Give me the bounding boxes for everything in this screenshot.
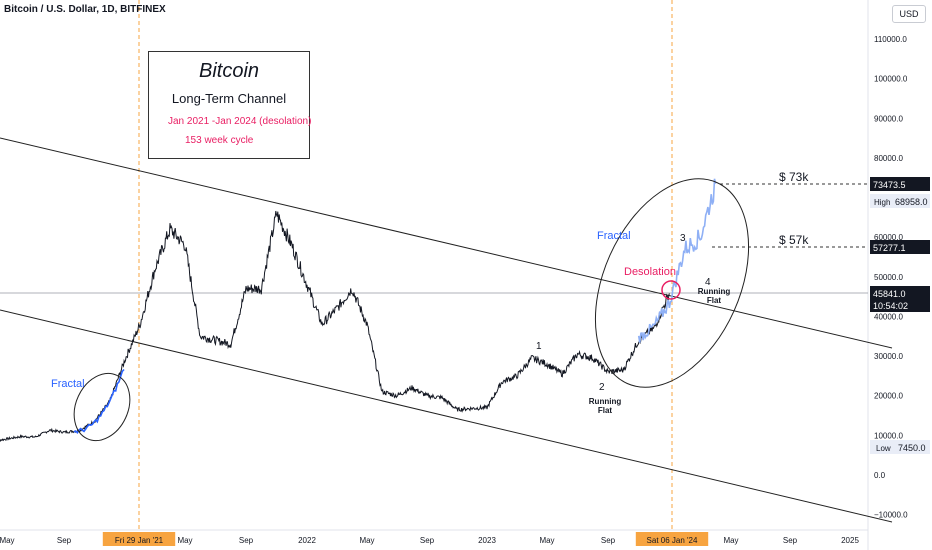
wave-label-1: 1 <box>536 341 542 352</box>
price-marker-73473: 73473.5 <box>870 177 930 191</box>
x-tick-label: May <box>723 536 738 545</box>
wave-label-4: 4 <box>705 277 711 288</box>
annotation-fractal-right: Fractal <box>597 230 631 242</box>
svg-text:Low: Low <box>876 444 891 453</box>
info-date-range: Jan 2021 -Jan 2024 (desolation) <box>168 116 312 127</box>
currency-button[interactable]: USD <box>892 5 926 23</box>
channel-lower-line <box>0 309 893 523</box>
desolation-circle <box>661 280 681 300</box>
x-axis-labels: May Sep Fri 29 Jan '21 May Sep 2022 May Sep 2023… <box>0 532 859 546</box>
price-marker-high: High 68958.0 <box>870 194 930 208</box>
x-tick-label: Sep <box>57 536 72 545</box>
svg-text:7450.0: 7450.0 <box>898 443 926 453</box>
y-tick-label: 40000.0 <box>874 312 903 321</box>
x-tick-label: May <box>177 536 192 545</box>
y-tick-label: 50000.0 <box>874 273 903 282</box>
svg-text:68958.0: 68958.0 <box>895 197 928 207</box>
annotation-57k: $ 57k <box>779 233 809 247</box>
fractal-right-series <box>637 178 717 343</box>
price-marker-low: Low 7450.0 <box>870 440 930 454</box>
wave-2-running: Running <box>589 397 622 406</box>
annotation-desolation: Desolation <box>624 266 676 278</box>
y-tick-label: −10000.0 <box>874 511 908 520</box>
x-tick-label: 2023 <box>478 536 496 545</box>
fractal-right-ellipse <box>594 178 750 388</box>
y-tick-label: 90000.0 <box>874 114 903 123</box>
y-tick-label: 10000.0 <box>874 431 903 440</box>
annotation-fractal-left: Fractal <box>51 378 85 390</box>
x-tick-label: 2025 <box>841 536 859 545</box>
price-marker-current: 45841.0 10:54:02 <box>870 286 930 312</box>
y-tick-label: 0.0 <box>874 471 886 480</box>
y-tick-label: 20000.0 <box>874 392 903 401</box>
x-tick-label: Sep <box>601 536 616 545</box>
channel-upper-line <box>0 137 893 349</box>
x-tick-label: May <box>539 536 554 545</box>
annotation-73k: $ 73k <box>779 170 809 184</box>
x-tick-label: 2022 <box>298 536 316 545</box>
svg-text:High: High <box>874 198 890 207</box>
y-tick-label: 30000.0 <box>874 352 903 361</box>
symbol-title: Bitcoin / U.S. Dollar, 1D, BITFINEX <box>4 4 166 15</box>
x-tick-label: May <box>0 536 15 545</box>
info-cycle: 153 week cycle <box>185 135 254 146</box>
x-tick-label: Sep <box>239 536 254 545</box>
wave-4-flat: Flat <box>707 296 722 305</box>
y-tick-label: 110000.0 <box>874 35 907 44</box>
info-subtitle: Long-Term Channel <box>171 91 287 106</box>
y-tick-label: 80000.0 <box>874 154 903 163</box>
info-title: Bitcoin <box>198 60 260 82</box>
price-marker-57277: 57277.1 <box>870 240 930 254</box>
fractal-left-ellipse <box>73 372 131 442</box>
fractal-left-series <box>73 368 125 435</box>
svg-text:73473.5: 73473.5 <box>873 180 906 190</box>
wave-label-2: 2 <box>599 382 605 393</box>
x-tick-label: Sat 06 Jan '24 <box>647 536 698 545</box>
wave-4-running: Running <box>698 287 731 296</box>
y-tick-label: 100000.0 <box>874 75 908 84</box>
wave-2-flat: Flat <box>598 406 613 415</box>
svg-text:10:54:02: 10:54:02 <box>873 301 908 311</box>
svg-text:57277.1: 57277.1 <box>873 243 906 253</box>
x-tick-label: Sep <box>420 536 435 545</box>
x-tick-highlight <box>635 532 709 546</box>
x-tick-label: Sep <box>783 536 798 545</box>
x-tick-label: Fri 29 Jan '21 <box>115 536 164 545</box>
price-series <box>0 210 670 442</box>
info-box: Bitcoin Long-Term Channel Jan 2021 -Jan … <box>148 51 312 159</box>
wave-label-3: 3 <box>680 233 686 244</box>
x-tick-highlight <box>102 532 176 546</box>
x-tick-label: May <box>359 536 374 545</box>
svg-text:45841.0: 45841.0 <box>873 289 906 299</box>
y-tick-label: 60000.0 <box>874 233 903 242</box>
